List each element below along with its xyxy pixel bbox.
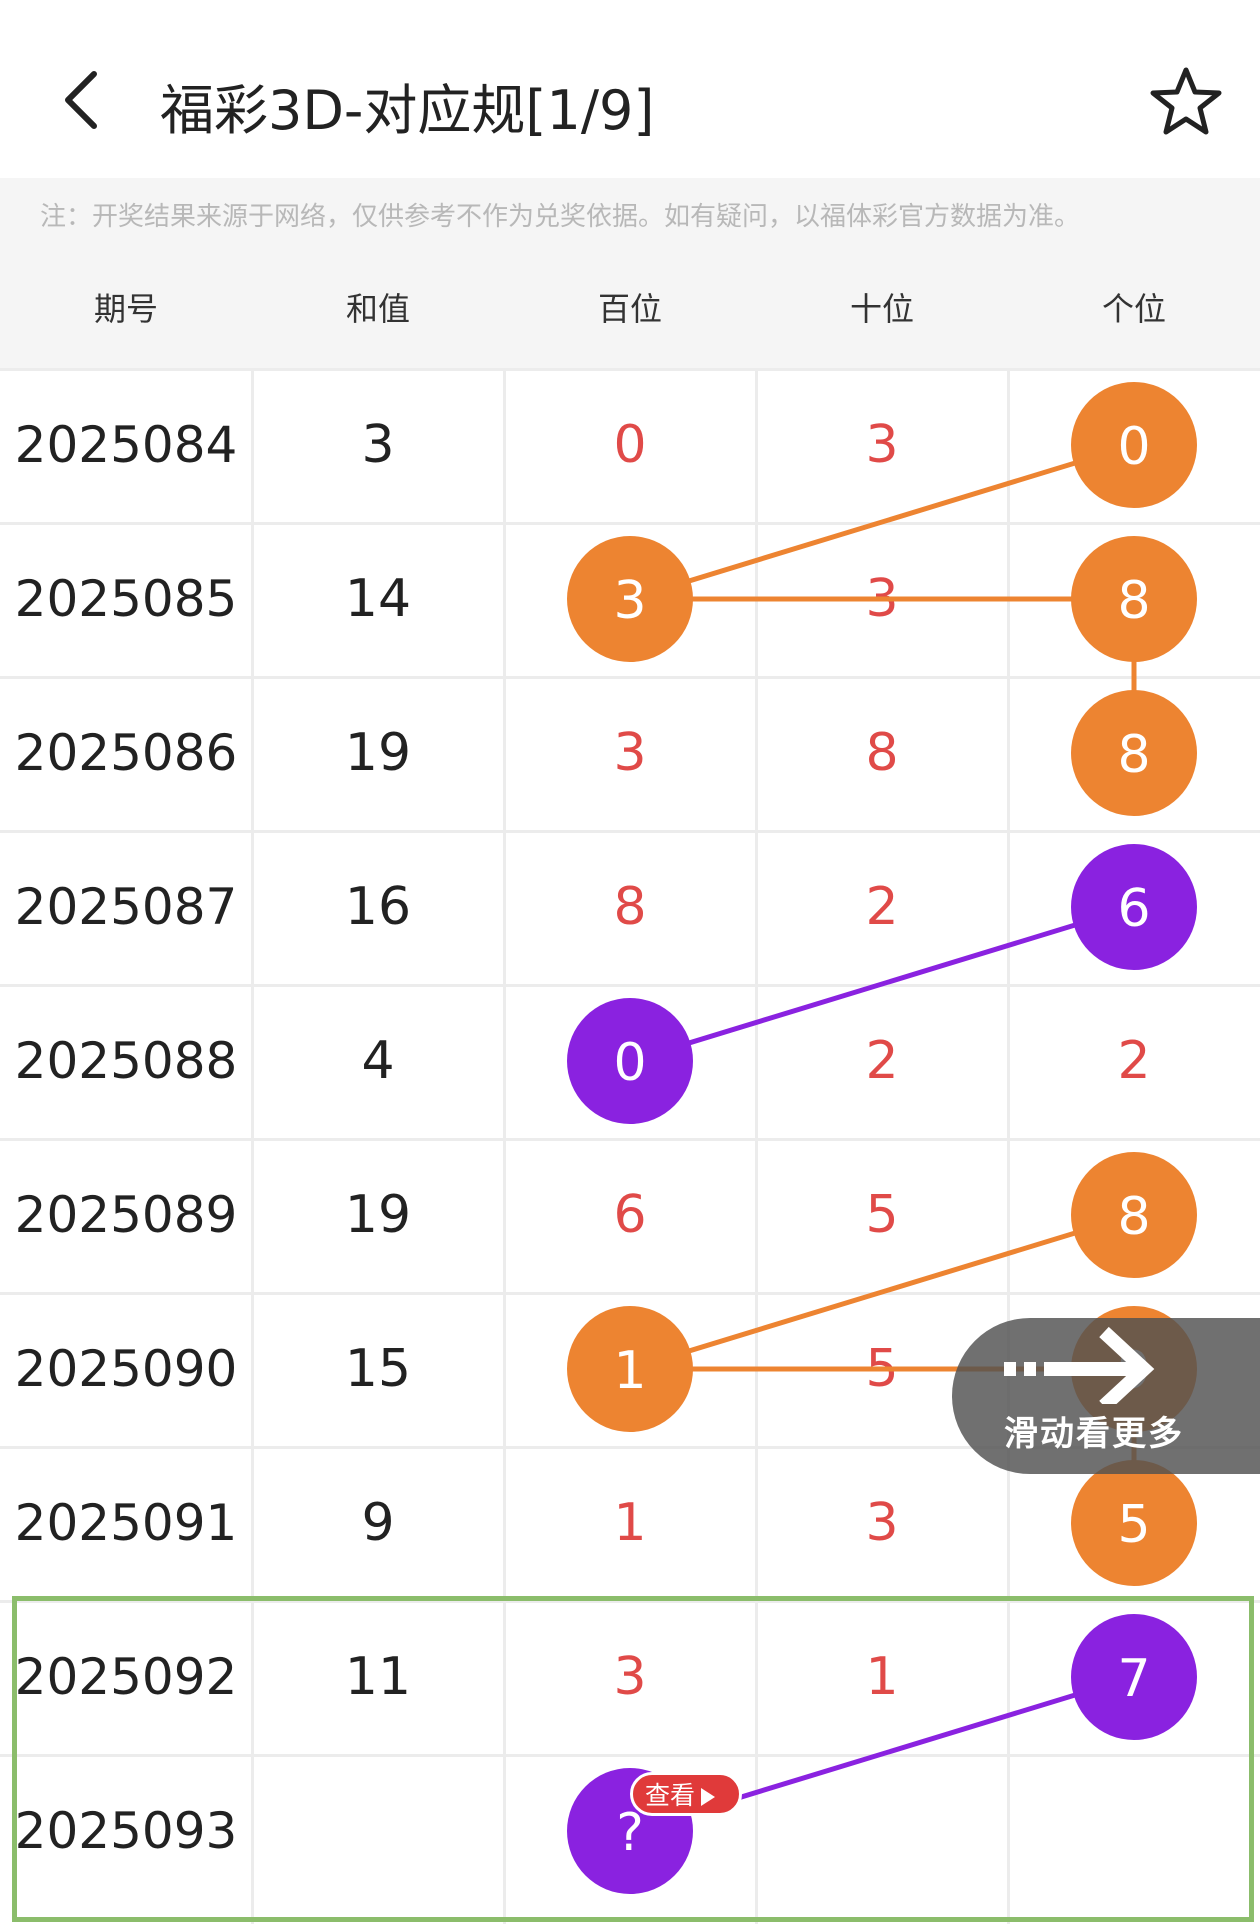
cell-sum: 3 [361,415,395,475]
cell-issue: 2025093 [14,1802,238,1860]
ball-digit: 0 [613,1033,646,1093]
cell-hundreds: 0 [613,415,647,475]
connection-line [629,1212,1135,1372]
cell-sum: 4 [361,1031,395,1091]
column-divider [251,368,254,1924]
column-divider [503,368,506,1924]
highlight-ball: 8 [1071,1152,1197,1278]
favorite-button[interactable] [1148,64,1224,140]
chevron-left-icon [65,71,97,129]
cell-tens: 2 [865,1031,899,1091]
cell-sum: 11 [344,1647,412,1707]
table-header: 期号 和值 百位 十位 个位 [0,256,1260,368]
cell-hundreds: 8 [613,877,647,937]
row-divider [0,522,1260,525]
cell-sum: 16 [344,877,412,937]
cell-issue: 2025090 [14,1340,238,1398]
cell-units: 2 [1117,1031,1151,1091]
column-divider [755,368,758,1924]
connection-line [629,442,1135,602]
cell-hundreds: 3 [613,723,647,783]
cell-hundreds: 3 [613,1647,647,1707]
table-row: 2025091 9 1 3 5 [0,1446,1260,1600]
play-icon [701,1788,716,1806]
cell-issue: 2025084 [14,416,238,474]
column-header-tens: 十位 [849,290,914,328]
connection-line [629,904,1135,1064]
ball-digit: 1 [613,1341,646,1401]
cell-tens: 1 [865,1647,899,1707]
table-row: 2025086 19 3 8 8 [0,676,1260,830]
ball-digit: 7 [1117,1649,1150,1709]
disclaimer-notice: 注：开奖结果来源于网络，仅供参考不作为兑奖依据。如有疑问，以福体彩官方数据为准。 [0,178,1260,256]
highlight-ball: 3 [567,536,693,662]
ball-digit: 0 [1117,417,1150,477]
row-divider [0,368,1260,371]
ball-digit: 8 [1117,571,1150,631]
highlight-ball: 1 [567,1306,693,1432]
highlight-ball: 0 [567,998,693,1124]
highlight-ball: 0 [1071,382,1197,508]
cell-sum: 14 [344,569,412,629]
ball-digit: 3 [613,571,646,631]
cell-sum: 9 [361,1493,395,1553]
cell-issue: 2025091 [14,1494,238,1552]
page-title: 福彩3D-对应规[1/9] [160,79,655,142]
view-label: 查看 [645,1781,696,1810]
highlight-ball: 5 [1071,1460,1197,1586]
cell-issue: 2025086 [14,724,238,782]
cell-hundreds: 1 [613,1493,647,1553]
ball-digit: 6 [1117,879,1150,939]
cell-tens: 8 [865,723,899,783]
highlight-ball: 6 [1071,844,1197,970]
row-divider [0,1754,1260,1757]
cell-tens: 5 [865,1185,899,1245]
view-button[interactable]: 查看 [630,1772,742,1816]
cell-tens: 3 [865,415,899,475]
row-divider [0,1600,1260,1603]
highlight-ball: 8 [1071,536,1197,662]
ball-digit: 5 [1117,1495,1150,1555]
cell-sum: 19 [344,1185,412,1245]
cell-issue: 2025087 [14,878,238,936]
row-divider [0,676,1260,679]
cell-tens: 2 [865,877,899,937]
ball-digit: 8 [1117,725,1150,785]
row-divider [0,830,1260,833]
column-header-units: 个位 [1101,290,1166,328]
cell-issue: 2025088 [14,1032,238,1090]
cell-sum: 19 [344,723,412,783]
cell-hundreds: 6 [613,1185,647,1245]
cell-issue: 2025089 [14,1186,238,1244]
cell-issue: 2025085 [14,570,238,628]
table-row: 2025089 19 6 5 8 [0,1138,1260,1292]
swipe-hint-text: 滑动看更多 [1004,1414,1184,1454]
table-row: 2025084 3 0 3 0 [0,368,1260,522]
ball-digit: ? [616,1803,644,1863]
back-button[interactable] [52,62,132,142]
column-divider [1007,368,1010,1924]
row-divider [0,1446,1260,1449]
cell-issue: 2025092 [14,1648,238,1706]
app-header: 福彩3D-对应规[1/9] [0,0,1260,178]
swipe-hint[interactable]: 滑动看更多 [952,1318,1260,1474]
star-outline-icon [1150,67,1222,135]
column-header-hundreds: 百位 [597,290,662,328]
row-divider [0,1138,1260,1141]
cell-sum: 15 [344,1339,412,1399]
highlight-ball: 7 [1071,1614,1197,1740]
cell-tens: 3 [865,1493,899,1553]
row-divider [0,984,1260,987]
swipe-arrow-icon [1004,1326,1155,1404]
row-divider [0,1292,1260,1295]
column-header-sum: 和值 [345,290,410,328]
column-header-issue: 期号 [93,290,158,328]
highlight-ball: 8 [1071,690,1197,816]
ball-digit: 8 [1117,1187,1150,1247]
